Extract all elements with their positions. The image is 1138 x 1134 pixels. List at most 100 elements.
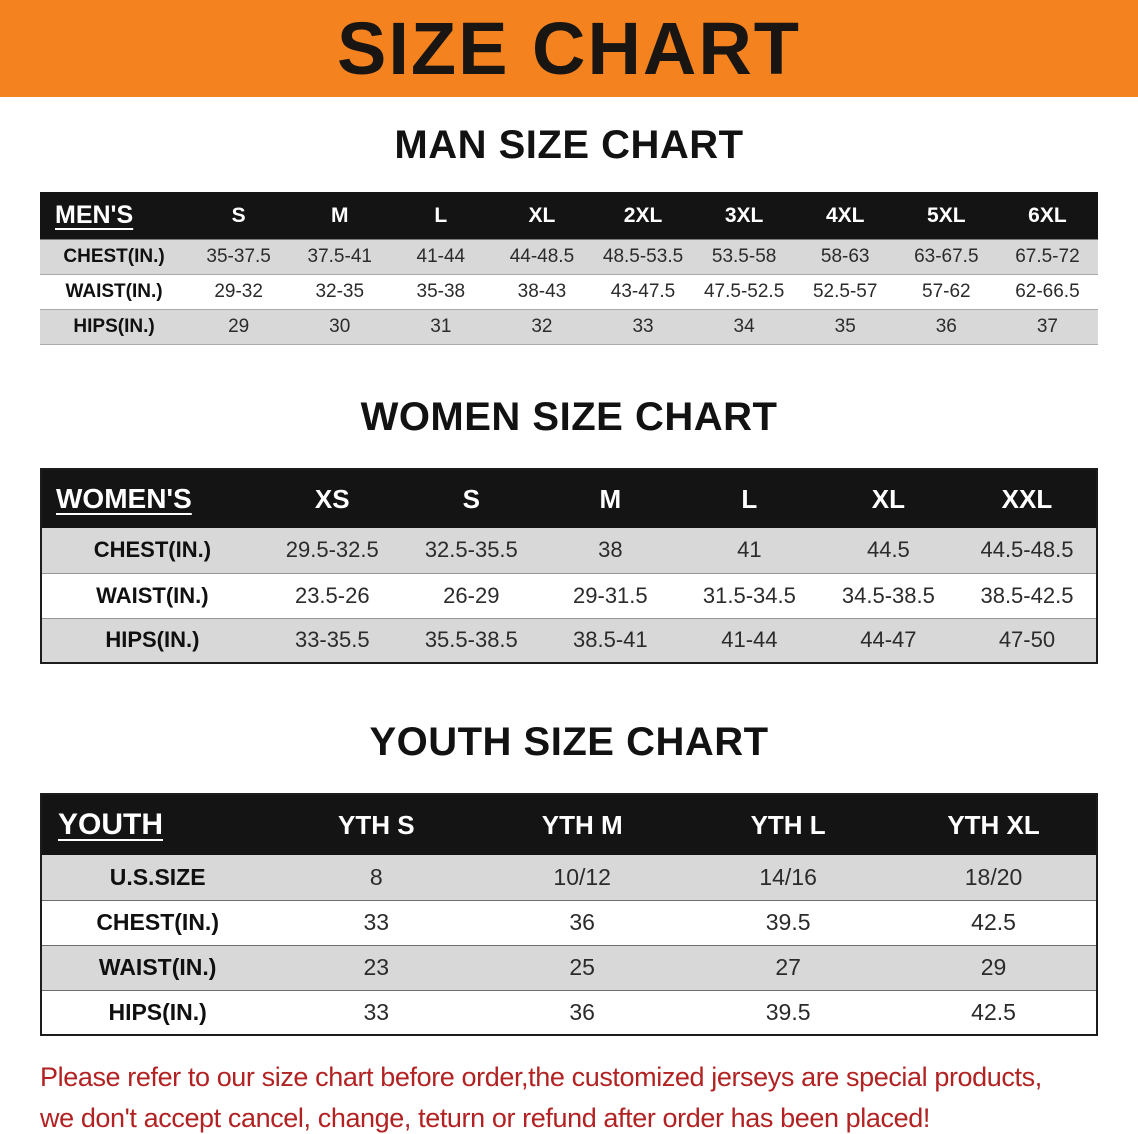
- men-section-heading: MAN SIZE CHART: [394, 123, 744, 167]
- size-value-cell: 43-47.5: [610, 281, 676, 302]
- size-value-cell: 44.5: [866, 537, 910, 563]
- size-value-cell: 35.5-38.5: [424, 627, 518, 653]
- size-value-cell: 38.5-42.5: [980, 582, 1074, 608]
- size-value-cell: 47-50: [998, 627, 1056, 653]
- title-banner: SIZE CHART: [0, 0, 1138, 97]
- size-column-header: S: [401, 469, 541, 528]
- men-size-table: MEN'S S M L XL 2XL 3XL 4XL 5XL 6XL CHEST(IN.) 35-37…: [40, 192, 1098, 345]
- size-column-header: S: [188, 192, 290, 240]
- notice-line-1: Please refer to our size chart before or…: [40, 1062, 1042, 1092]
- row-label: U.S.SIZE: [109, 863, 206, 890]
- row-label: WAIST(IN.): [96, 582, 209, 608]
- size-value-cell: 32-35: [315, 281, 365, 302]
- table-row: WAIST(IN.) 23 25 27 29: [41, 945, 1097, 990]
- row-label: HIPS(IN.): [108, 998, 207, 1025]
- size-value-cell: 23: [363, 954, 390, 980]
- size-value-cell: 47.5-52.5: [703, 281, 785, 302]
- size-column-header: YTH L: [685, 794, 892, 855]
- table-row: CHEST(IN.) 35-37.5 37.5-41 41-44 44-48.5 48.5…: [40, 239, 1098, 275]
- size-value-cell: 41-44: [721, 627, 778, 653]
- size-column-header: 6XL: [996, 192, 1098, 240]
- size-column-header: XXL: [957, 469, 1097, 528]
- women-section-heading: WOMEN SIZE CHART: [360, 395, 778, 439]
- table-row: WAIST(IN.) 29-32 32-35 35-38 38-43 43-47.5 47.…: [40, 275, 1098, 310]
- row-label: WAIST(IN.): [98, 954, 217, 980]
- table-row: HIPS(IN.) 29 30 31 32 33 34 35 36 37: [40, 309, 1098, 345]
- size-value-cell: 58-63: [820, 246, 870, 267]
- size-value-cell: 52.5-57: [812, 281, 878, 302]
- size-value-cell: 29: [980, 954, 1007, 980]
- size-value-cell: 29-32: [214, 281, 263, 302]
- size-value-cell: 62-66.5: [1015, 281, 1080, 302]
- size-column-header: 2XL: [592, 192, 694, 240]
- size-value-cell: 32.5-35.5: [424, 537, 518, 563]
- table-header-row: WOMEN'S XS S M L XL XXL: [41, 469, 1097, 528]
- table-header-row: YOUTH YTH S YTH M YTH L YTH XL: [41, 794, 1097, 855]
- women-size-section: WOMEN SIZE CHART WOMEN'S XS S M L XL XXL CHEST(…: [0, 395, 1138, 664]
- size-value-cell: 36: [569, 998, 595, 1025]
- table-row: U.S.SIZE 8 10/12 14/16 18/20: [41, 855, 1097, 900]
- size-column-header: 3XL: [693, 192, 795, 240]
- size-value-cell: 14/16: [759, 863, 817, 890]
- size-value-cell: 41: [737, 537, 762, 563]
- size-value-cell: 29-31.5: [573, 582, 648, 608]
- size-value-cell: 38-43: [517, 281, 567, 302]
- row-label: HIPS(IN.): [105, 627, 200, 653]
- size-value-cell: 44.5-48.5: [980, 537, 1074, 563]
- size-value-cell: 33: [363, 998, 390, 1025]
- men-size-section: MAN SIZE CHART MEN'S S M L XL 2XL 3XL 4XL 5XL 6XL…: [0, 123, 1138, 345]
- size-value-cell: 34: [733, 316, 755, 337]
- size-value-cell: 37: [1036, 316, 1058, 337]
- size-value-cell: 48.5-53.5: [602, 246, 684, 267]
- youth-size-section: YOUTH SIZE CHART YOUTH YTH S YTH M YTH L YTH…: [0, 720, 1138, 1036]
- size-value-cell: 27: [775, 954, 801, 980]
- size-value-cell: 57-62: [922, 281, 971, 302]
- table-group-label: YOUTH: [41, 794, 274, 855]
- size-value-cell: 37.5-41: [307, 246, 372, 267]
- table-row: HIPS(IN.) 33 36 39.5 42.5: [41, 990, 1097, 1035]
- row-label: CHEST(IN.): [63, 246, 165, 267]
- size-value-cell: 44-47: [860, 627, 917, 653]
- size-column-header: XL: [818, 469, 958, 528]
- table-row: CHEST(IN.) 29.5-32.5 32.5-35.5 38 41 44.5 44.5…: [41, 528, 1097, 573]
- size-value-cell: 53.5-58: [711, 246, 777, 267]
- size-value-cell: 23.5-26: [294, 582, 370, 608]
- size-value-cell: 18/20: [964, 863, 1023, 890]
- size-value-cell: 39.5: [765, 998, 811, 1025]
- size-value-cell: 39.5: [765, 909, 811, 935]
- size-column-header: 4XL: [794, 192, 896, 240]
- size-value-cell: 30: [329, 316, 351, 337]
- size-value-cell: 8: [369, 863, 383, 890]
- size-value-cell: 42.5: [971, 909, 1016, 935]
- size-value-cell: 31.5-34.5: [702, 582, 796, 608]
- size-value-cell: 25: [569, 954, 595, 980]
- table-row: WAIST(IN.) 23.5-26 26-29 29-31.5 31.5-34.5 34…: [41, 573, 1097, 618]
- size-value-cell: 34.5-38.5: [841, 582, 935, 608]
- size-value-cell: 35-37.5: [206, 246, 271, 267]
- order-notice: Please refer to our size chart before or…: [40, 1062, 1138, 1134]
- page-title: SIZE CHART: [337, 6, 801, 90]
- size-value-cell: 44-48.5: [509, 246, 575, 267]
- row-label: HIPS(IN.): [73, 316, 155, 337]
- size-value-cell: 33-35.5: [294, 627, 370, 653]
- size-value-cell: 36: [935, 316, 957, 337]
- size-column-header: 5XL: [895, 192, 997, 240]
- notice-line-2: we don't accept cancel, change, teturn o…: [40, 1103, 930, 1133]
- size-value-cell: 35: [834, 316, 856, 337]
- size-column-header: YTH XL: [891, 794, 1097, 855]
- size-column-header: XL: [491, 192, 593, 240]
- row-label: CHEST(IN.): [96, 909, 219, 935]
- size-value-cell: 10/12: [553, 863, 611, 890]
- size-value-cell: 63-67.5: [914, 246, 979, 267]
- table-group-label: MEN'S: [40, 192, 189, 240]
- size-value-cell: 67.5-72: [1015, 246, 1080, 267]
- row-label: WAIST(IN.): [65, 281, 163, 302]
- size-column-header: L: [390, 192, 492, 240]
- size-value-cell: 38.5-41: [573, 627, 648, 653]
- size-column-header: M: [540, 469, 680, 528]
- size-column-header: YTH M: [479, 794, 686, 855]
- size-value-cell: 26-29: [443, 582, 500, 608]
- size-column-header: YTH S: [273, 794, 480, 855]
- size-column-header: M: [289, 192, 391, 240]
